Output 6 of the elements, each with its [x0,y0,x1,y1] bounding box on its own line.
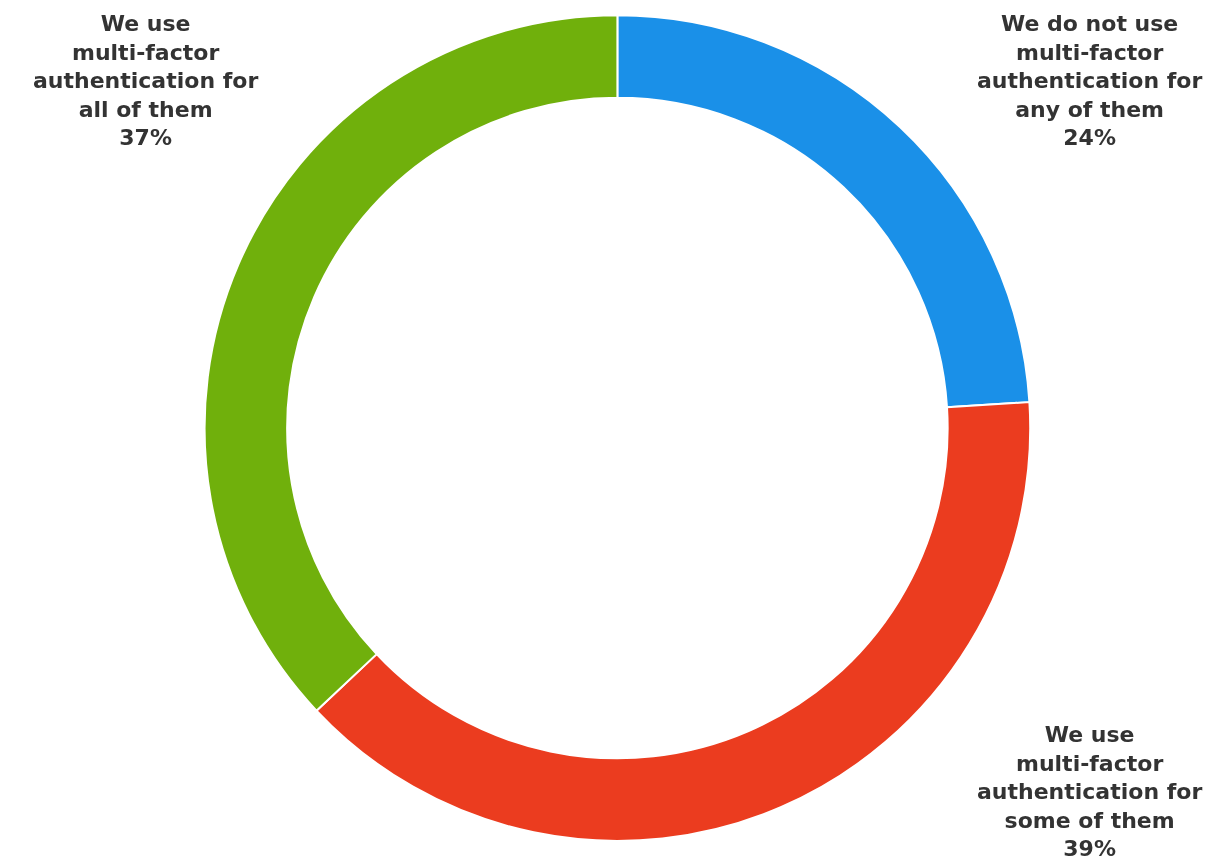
slice-label: We use multi-factor authentication for some of them [977,722,1203,833]
data-label: 37% [119,125,172,151]
data-label: 24% [1063,125,1116,151]
slice-label: We use multi-factor authentication for all of them [33,11,259,122]
data-label: 39% [1063,836,1116,862]
slice-label: We do not use multi-factor authentication for any of them [977,11,1203,122]
